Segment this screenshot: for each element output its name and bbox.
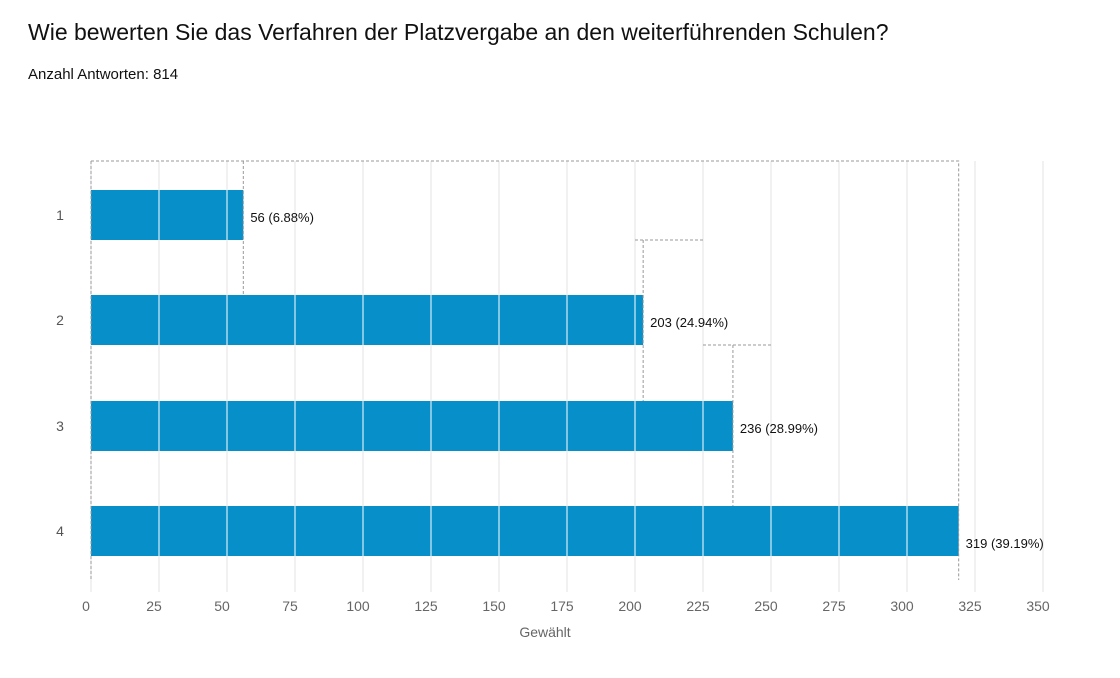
x-tick-label: 225 — [686, 598, 710, 614]
data-labels: 56 (6.88%) 203 (24.94%) 236 (28.99%) 319 (3… — [250, 210, 1043, 551]
x-axis-ticks: 0 25 50 75 100 125 150 175 200 225 250 275 300 325 350 — [82, 598, 1050, 614]
bar — [91, 401, 733, 451]
data-label: 203 (24.94%) — [650, 315, 728, 330]
chart-title: Wie bewerten Sie das Verfahren der Platz… — [28, 19, 889, 45]
connector-dashed — [635, 239, 703, 401]
x-tick-label: 25 — [146, 598, 162, 614]
connector-dashed — [703, 344, 771, 506]
x-tick-label: 325 — [958, 598, 982, 614]
bars — [91, 190, 959, 556]
data-label: 319 (39.19%) — [966, 536, 1044, 551]
bar-gridlines — [158, 190, 908, 556]
data-label: 56 (6.88%) — [250, 210, 314, 225]
x-tick-label: 150 — [482, 598, 506, 614]
x-tick-label: 125 — [414, 598, 438, 614]
x-tick-label: 300 — [890, 598, 914, 614]
category-label: 4 — [56, 523, 64, 539]
x-tick-label: 250 — [754, 598, 778, 614]
response-count: Anzahl Antworten: 814 — [28, 66, 179, 83]
bar — [91, 506, 959, 556]
x-tick-label: 275 — [822, 598, 846, 614]
outline-dashed — [91, 160, 960, 580]
x-tick-label: 0 — [82, 598, 90, 614]
x-tick-label: 75 — [282, 598, 298, 614]
x-tick-label: 50 — [214, 598, 230, 614]
x-tick-label: 350 — [1026, 598, 1050, 614]
category-label: 2 — [56, 312, 64, 328]
x-axis-title: Gewählt — [519, 624, 570, 640]
x-tick-label: 100 — [346, 598, 370, 614]
category-label: 1 — [56, 207, 64, 223]
bar — [91, 190, 244, 240]
category-labels: 1 2 3 4 — [56, 207, 64, 539]
category-label: 3 — [56, 418, 64, 434]
data-label: 236 (28.99%) — [740, 421, 818, 436]
bar — [91, 295, 644, 345]
x-tick-label: 175 — [550, 598, 574, 614]
connector-lines — [90, 160, 960, 580]
x-tick-label: 200 — [618, 598, 642, 614]
